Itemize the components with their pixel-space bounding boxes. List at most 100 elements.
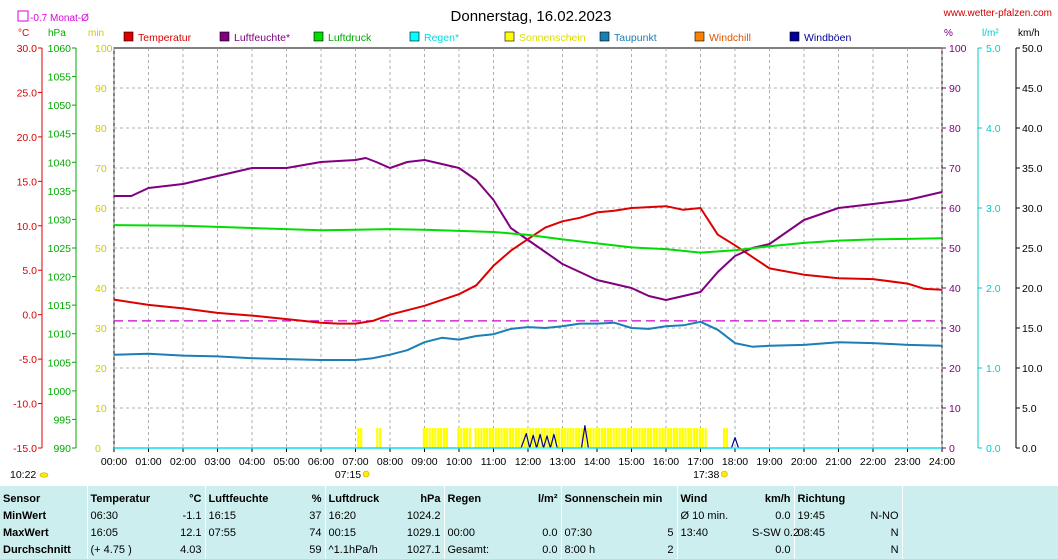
stats-cell-temp-v: -1.1 [182, 510, 202, 523]
series-lines [113, 157, 943, 449]
monthly-avg-label: -0.7 Monat-Ø [30, 13, 89, 24]
stats-temp-header: Temperatur [86, 486, 152, 508]
wind-tick-label: 5.0 [1022, 403, 1037, 415]
sunshine-bar [428, 428, 431, 448]
sunshine-bar [658, 428, 661, 448]
wind-tick-label: 40.0 [1022, 123, 1043, 135]
stats-filler [901, 507, 1058, 525]
sunshine-bar [698, 428, 701, 448]
sunshine-bar [463, 428, 466, 448]
pressure-tick-label: 1010 [48, 329, 72, 341]
sunshine-bar [379, 428, 382, 448]
sunshine-bar [612, 428, 615, 448]
legend-swatch-7 [789, 31, 800, 42]
pressure-tick-label: 995 [53, 414, 71, 426]
chart-title: Donnerstag, 16.02.2023 [451, 8, 612, 25]
stats-cell-sun-t [560, 507, 629, 525]
sunshine-bar [486, 428, 489, 448]
stats-cell-sun-t: 07:30 [560, 524, 629, 542]
sunshine-bar [722, 428, 726, 448]
sunshine-bar [701, 428, 704, 448]
pressure-tick-label: 1015 [48, 300, 72, 312]
rain-tick-label: 3.0 [986, 203, 1001, 215]
sunshine-bar [725, 428, 728, 448]
pressure-tick-label: 1035 [48, 186, 72, 198]
sun-minutes-tick-label: 20 [95, 363, 107, 375]
sunshine-bar [624, 428, 627, 448]
humidity-tick-label: 90 [949, 83, 961, 95]
current-time: 10:22 [10, 469, 36, 481]
sunshine-bar [580, 428, 584, 448]
stats-cell-wind-t: Ø 10 min. [676, 507, 750, 525]
stats-cell-dir-v: N-NO [870, 510, 899, 523]
site-link[interactable]: www.wetter-pfalzen.com [943, 8, 1052, 19]
sunshine-bar [376, 428, 379, 448]
sunshine-bar [652, 428, 655, 448]
x-tick-label: 09:00 [411, 456, 437, 468]
x-tick-label: 21:00 [825, 456, 851, 468]
sunshine-bar [437, 428, 440, 448]
sunshine-bar [506, 428, 509, 448]
sunshine-bar [684, 428, 687, 448]
sunshine-bar [641, 428, 644, 448]
humidity-tick-label: 10 [949, 403, 961, 415]
chart-axes: 30.0 25.0 20.0 15.0 10.0 5.0 0.0 -5.0 -10.0 -15.0… [13, 43, 1043, 468]
x-tick-label: 18:00 [722, 456, 748, 468]
sun-minutes-tick-label: 0 [95, 443, 101, 455]
stats-row: MinWert 06:30 -1.1 16:15 37 16:20 1024.2 Ø 10 m… [0, 507, 1058, 525]
sunshine-bar [563, 428, 566, 448]
weather-chart: Donnerstag, 16.02.2023 www.wetter-pfalze… [10, 8, 1052, 481]
sunshine-bar [649, 428, 653, 448]
sunshine-bar [474, 428, 477, 448]
sunshine-bar [555, 428, 558, 448]
humidity-tick-label: 100 [949, 43, 967, 55]
sunrise-time: 07:15 [335, 469, 361, 481]
sunshine-bar [357, 428, 360, 448]
sunshine-bar [532, 428, 535, 448]
sunshine-bar [598, 428, 601, 448]
sunshine-bar [615, 428, 618, 448]
wind-tick-label: 45.0 [1022, 83, 1043, 95]
legend-swatch-4 [504, 31, 515, 42]
stats-cell-wind-v: S-SW 0.2 [752, 527, 800, 540]
chart-grid [113, 47, 943, 449]
sun-minutes-tick-label: 40 [95, 283, 107, 295]
stats-cell-dir-t [793, 541, 855, 559]
stats-cell-temp-t: 16:05 [86, 524, 152, 542]
sun-minutes-tick-label: 30 [95, 323, 107, 335]
sunshine-bar [638, 428, 641, 448]
sunshine-bar [457, 428, 460, 448]
stats-cell-hum-v: 74 [309, 527, 322, 540]
sunshine-bar [695, 428, 699, 448]
stats-cell-label: Durchschnitt [3, 544, 71, 557]
temp-tick-label: 5.0 [22, 265, 37, 277]
sunshine-bar [647, 428, 650, 448]
x-tick-label: 17:00 [687, 456, 713, 468]
wind-unit: km/h [1018, 28, 1040, 39]
sunshine-bar [560, 428, 563, 448]
sunshine-bar [529, 428, 532, 448]
stats-wind-header: Wind [676, 486, 750, 508]
rain-tick-label: 1.0 [986, 363, 1001, 375]
x-tick-label: 02:00 [170, 456, 196, 468]
legend-label-4: Sonnenschein [519, 32, 586, 44]
pressure-tick-label: 1000 [48, 386, 72, 398]
legend-swatch-6 [694, 31, 705, 42]
x-tick-label: 01:00 [135, 456, 161, 468]
stats-cell-label: MaxWert [3, 527, 49, 540]
humidity-tick-label: 80 [949, 123, 961, 135]
stats-table: Sensor Temperatur °C Luftfeuchte % Luftd… [0, 486, 1058, 559]
stats-filler [901, 541, 1058, 559]
sunshine-bar [601, 428, 604, 448]
x-tick-label: 06:00 [308, 456, 334, 468]
sunshine-bar [589, 428, 592, 448]
series-luftdruck [113, 224, 943, 254]
sunshine-bar [425, 428, 428, 448]
sunshine-bar [434, 428, 437, 448]
humidity-tick-label: 0 [949, 443, 955, 455]
pressure-tick-label: 1030 [48, 214, 72, 226]
stats-cell-dir-t: 19:45 [793, 507, 855, 525]
stats-cell-rain-v: 0.0 [542, 527, 558, 540]
sunshine-bar [517, 428, 520, 448]
temp-tick-label: 25.0 [17, 87, 38, 99]
